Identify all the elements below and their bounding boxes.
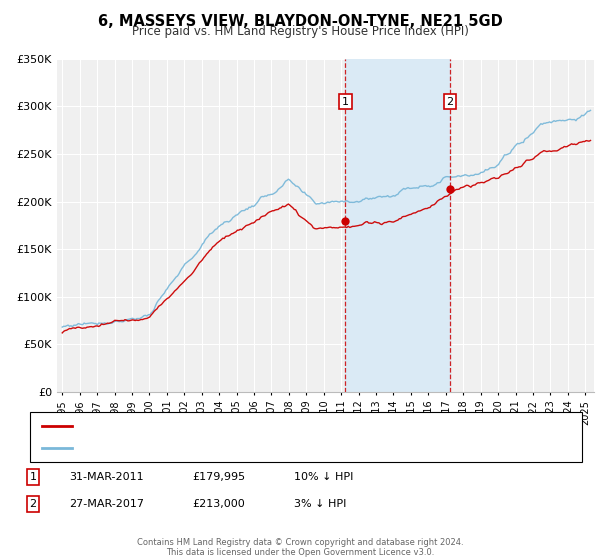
Text: 6, MASSEYS VIEW, BLAYDON-ON-TYNE, NE21 5GD: 6, MASSEYS VIEW, BLAYDON-ON-TYNE, NE21 5… <box>98 14 502 29</box>
Text: 3% ↓ HPI: 3% ↓ HPI <box>294 499 346 509</box>
Text: 27-MAR-2017: 27-MAR-2017 <box>69 499 144 509</box>
Text: 6, MASSEYS VIEW, BLAYDON-ON-TYNE, NE21 5GD (detached house): 6, MASSEYS VIEW, BLAYDON-ON-TYNE, NE21 5… <box>78 421 431 431</box>
Text: Contains HM Land Registry data © Crown copyright and database right 2024.
This d: Contains HM Land Registry data © Crown c… <box>137 538 463 557</box>
Text: 2: 2 <box>29 499 37 509</box>
Text: £213,000: £213,000 <box>192 499 245 509</box>
Text: £179,995: £179,995 <box>192 472 245 482</box>
Text: 1: 1 <box>29 472 37 482</box>
Text: 2: 2 <box>446 97 454 106</box>
Text: HPI: Average price, detached house, Gateshead: HPI: Average price, detached house, Gate… <box>78 443 328 453</box>
Text: 31-MAR-2011: 31-MAR-2011 <box>69 472 143 482</box>
Text: Price paid vs. HM Land Registry's House Price Index (HPI): Price paid vs. HM Land Registry's House … <box>131 25 469 38</box>
Bar <box>346 59 450 392</box>
Text: 1: 1 <box>342 97 349 106</box>
Text: 10% ↓ HPI: 10% ↓ HPI <box>294 472 353 482</box>
